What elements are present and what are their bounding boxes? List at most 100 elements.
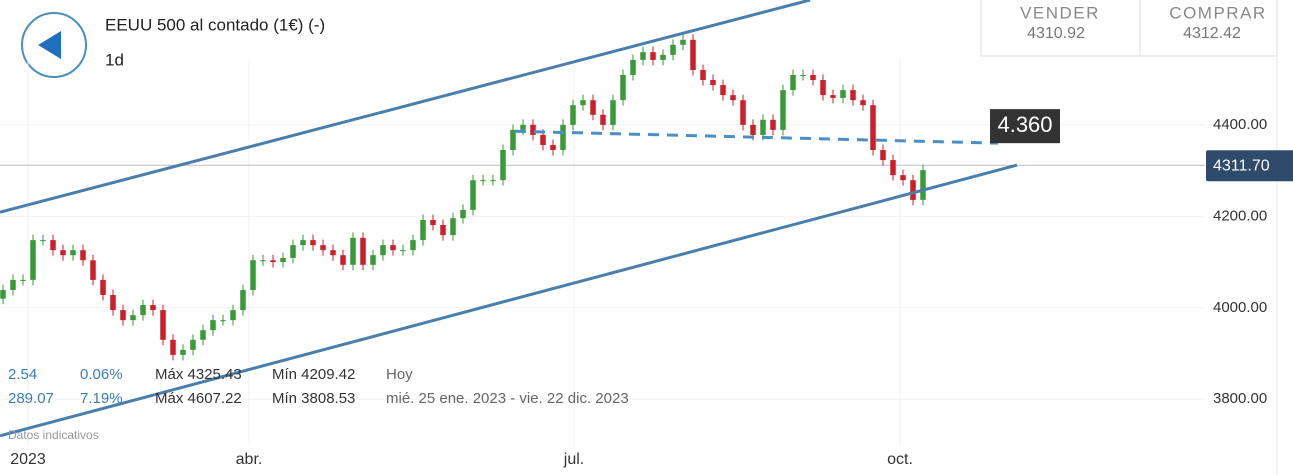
candle-body <box>850 90 856 101</box>
candle-body <box>110 294 116 311</box>
level-label-box <box>990 109 1060 144</box>
candle-body <box>700 69 706 81</box>
buy-label: COMPRAR <box>1169 3 1266 22</box>
last-price-label: 4311.70 <box>1213 157 1270 174</box>
candle-body <box>520 124 526 130</box>
candle-body <box>470 180 476 210</box>
candle-body <box>70 250 76 256</box>
trend-line <box>0 0 811 214</box>
max: Máx 4607.22 <box>155 390 242 407</box>
candle-body <box>380 245 386 256</box>
instrument-title: EEUU 500 al contado (1€) (-) <box>105 15 325 34</box>
y-tick-label: 4200.00 <box>1213 207 1267 224</box>
trend-line <box>0 163 1018 438</box>
candle-body <box>310 240 316 246</box>
candle-body <box>220 320 226 322</box>
candle-body <box>920 170 926 200</box>
candle-body <box>0 289 6 299</box>
candle-body <box>900 175 906 181</box>
candle-body <box>450 218 456 236</box>
max: Máx 4325.43 <box>155 366 242 383</box>
candle-body <box>260 260 266 262</box>
candle-body <box>50 240 56 251</box>
candle-body <box>890 160 896 176</box>
x-tick-label: abr. <box>236 451 263 468</box>
candle-body <box>620 75 626 101</box>
candle-body <box>590 100 596 115</box>
x-tick-label: 2023 <box>10 451 46 468</box>
buy-button[interactable]: COMPRAR 4312.42 <box>1169 3 1266 42</box>
candle-body <box>180 349 186 355</box>
candle-body <box>320 245 326 251</box>
candle-body <box>530 124 536 135</box>
candle-body <box>870 105 876 151</box>
candle-body <box>840 90 846 98</box>
candle-body <box>760 119 766 135</box>
candle-body <box>570 105 576 125</box>
back-button[interactable] <box>21 12 87 78</box>
period: mié. 25 ene. 2023 - vie. 22 dic. 2023 <box>386 390 629 407</box>
candle-body <box>370 255 376 265</box>
candle-body <box>460 209 466 219</box>
candle-body <box>790 75 796 91</box>
candle-body <box>640 52 646 60</box>
candle-body <box>910 180 916 200</box>
candle-body <box>90 260 96 280</box>
interval: 1d <box>105 50 124 69</box>
candle-body <box>200 330 206 340</box>
candle-body <box>730 95 736 101</box>
min: Mín 3808.53 <box>272 390 355 407</box>
candle-body <box>390 245 396 251</box>
candle-body <box>210 320 216 331</box>
candle-body <box>430 219 436 226</box>
candle-body <box>480 180 486 182</box>
candle-body <box>290 245 296 258</box>
candle-body <box>750 124 756 135</box>
candle-body <box>860 100 866 106</box>
candle-body <box>20 279 26 281</box>
candle-body <box>780 90 786 130</box>
min: Mín 4209.42 <box>272 366 355 383</box>
candle-body <box>410 240 416 251</box>
candle-body <box>170 339 176 355</box>
candle-body <box>710 80 716 86</box>
change-value: 289.07 <box>8 390 54 407</box>
candle-body <box>230 310 236 321</box>
x-tick-label: oct. <box>887 451 913 468</box>
candle-body <box>350 237 356 265</box>
candle-body <box>650 52 656 60</box>
candle-body <box>30 240 36 280</box>
candle-body <box>60 250 66 256</box>
candle-body <box>600 114 606 125</box>
candle-body <box>630 59 636 76</box>
candle-body <box>280 257 286 263</box>
candle-body <box>660 54 666 60</box>
candle-body <box>670 44 676 55</box>
candle-body <box>490 180 496 182</box>
candle-body <box>800 75 806 77</box>
candle-body <box>540 134 546 145</box>
candle-body <box>610 100 616 125</box>
candle-body <box>360 237 366 265</box>
change-percent: 7.19% <box>80 390 123 407</box>
candle-body <box>10 279 16 290</box>
candle-body <box>880 150 886 161</box>
change-value: 2.54 <box>8 366 37 383</box>
candle-body <box>580 100 586 106</box>
buy-price: 4312.42 <box>1183 25 1241 42</box>
last-price-box <box>1206 150 1293 182</box>
candle-body <box>770 119 776 130</box>
level-label: 4.360 <box>997 112 1052 137</box>
candle-body <box>100 279 106 295</box>
candle-body <box>270 260 276 263</box>
candle-body <box>190 339 196 350</box>
period: Hoy <box>386 366 413 383</box>
sell-price: 4310.92 <box>1027 25 1085 42</box>
sell-button[interactable]: VENDER 4310.92 <box>1020 3 1100 42</box>
candle-body <box>400 250 406 252</box>
quote-box <box>980 0 1278 57</box>
candle-body <box>820 80 826 96</box>
candle-body <box>690 39 696 70</box>
